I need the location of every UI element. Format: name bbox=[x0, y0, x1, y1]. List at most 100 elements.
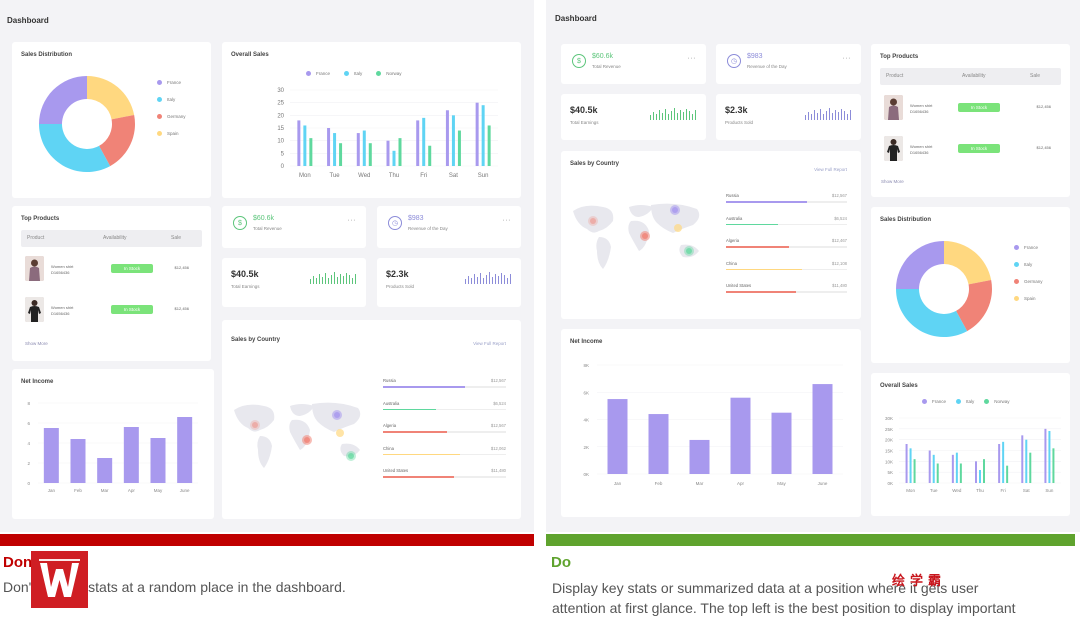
x-tick-label: Tue bbox=[930, 488, 938, 493]
country-row[interactable]: Russia $12,567 bbox=[726, 193, 847, 203]
country-value: $11,480 bbox=[491, 468, 506, 473]
table-row[interactable]: Women shirt D1656436 In Stock $12,456 bbox=[880, 136, 1061, 162]
italy-swatch bbox=[157, 97, 162, 102]
card-title: Sales Distribution bbox=[880, 217, 932, 223]
sparkline-bar bbox=[807, 112, 809, 120]
sparkline-bar bbox=[351, 278, 353, 284]
x-tick-label: Sat bbox=[449, 173, 458, 179]
sparkline-bar bbox=[843, 111, 845, 120]
legend-label: Norway bbox=[994, 399, 1010, 404]
bar-france-sun bbox=[1044, 428, 1047, 483]
bar-feb bbox=[648, 414, 669, 474]
table-row[interactable]: Women shirt D1656436 In Stock $12,456 bbox=[21, 256, 202, 282]
bar-italy-thu bbox=[979, 470, 981, 483]
country-name: China bbox=[383, 445, 394, 451]
bar-norway-wed bbox=[368, 143, 372, 166]
country-row[interactable]: Russia $12,567 bbox=[383, 378, 506, 388]
country-row[interactable]: United States $11,480 bbox=[383, 468, 506, 478]
bar-norway-thu bbox=[983, 459, 985, 483]
view-full-report-link[interactable]: View Full Report bbox=[473, 341, 506, 346]
country-value: $12,467 bbox=[831, 238, 847, 243]
country-progress-fill bbox=[383, 476, 455, 478]
country-name: Australia bbox=[383, 400, 400, 406]
product-sale: $12,456 bbox=[1036, 104, 1051, 109]
sales-by-country-card: Sales by Country View Full Report bbox=[561, 151, 861, 319]
stat-value: $60.6k bbox=[253, 215, 275, 222]
sparkline-bar bbox=[494, 274, 496, 284]
sparkline-bar bbox=[849, 110, 851, 120]
legend-label: France bbox=[316, 71, 331, 76]
y-tick-label: 10 bbox=[277, 139, 284, 145]
table-row[interactable]: Women shirt D1656436 In Stock $12,456 bbox=[21, 297, 202, 323]
stat-value: $40.5k bbox=[570, 105, 598, 115]
x-tick-label: May bbox=[777, 481, 786, 486]
sparkline-bar bbox=[846, 114, 848, 120]
germany-swatch bbox=[1014, 279, 1019, 284]
x-tick-label: Mon bbox=[906, 488, 915, 493]
sparkline-bar bbox=[354, 274, 356, 284]
bar-norway-fri bbox=[1006, 465, 1009, 483]
more-menu-button[interactable]: ··· bbox=[842, 55, 851, 62]
bar-italy-fri bbox=[422, 117, 426, 166]
france-swatch bbox=[922, 399, 927, 404]
x-tick-label: Jan bbox=[48, 488, 56, 493]
country-row[interactable]: Australia $6,524 bbox=[383, 400, 506, 410]
bar-norway-wed bbox=[959, 463, 962, 483]
donut-slice-germany bbox=[99, 115, 135, 167]
donut-slice-italy bbox=[39, 124, 111, 172]
more-menu-button[interactable]: ··· bbox=[502, 217, 511, 224]
legend-item-norway: Norway bbox=[376, 71, 402, 76]
country-row[interactable]: United States $11,480 bbox=[726, 283, 847, 293]
country-name: Algeria bbox=[383, 423, 397, 428]
show-more-link[interactable]: Show More bbox=[25, 341, 48, 346]
country-progress-fill bbox=[726, 201, 808, 203]
y-tick-label: 6 bbox=[27, 421, 30, 426]
bar-france-sat bbox=[445, 110, 449, 166]
italy-swatch bbox=[1014, 262, 1019, 267]
stat-value: $60.6k bbox=[592, 53, 614, 60]
dollar-icon: $ bbox=[572, 54, 586, 68]
bar-jan bbox=[607, 399, 628, 474]
card-title: Top Products bbox=[21, 216, 60, 222]
legend-item-italy: Italy bbox=[344, 71, 362, 76]
country-row[interactable]: China $12,108 bbox=[726, 261, 847, 270]
show-more-link[interactable]: Show More bbox=[881, 179, 904, 184]
header-product: Product bbox=[27, 235, 45, 241]
y-tick-label: 15 bbox=[277, 126, 284, 132]
total-revenue-card: $ $60.6k Total Revenue ··· bbox=[561, 44, 706, 84]
sparkline-bar bbox=[312, 276, 314, 284]
legend-item-italy: Italy bbox=[157, 97, 186, 102]
table-row[interactable]: Women shirt D1656436 In Stock $12,456 bbox=[880, 95, 1061, 121]
y-tick-label: 4 bbox=[27, 441, 30, 446]
country-row[interactable]: Algeria $12,567 bbox=[383, 423, 506, 433]
overall-sales-card: Overall Sales France Italy Norway 30K 25K… bbox=[871, 373, 1070, 516]
bar-france-sat bbox=[1021, 435, 1024, 483]
x-tick-label: Thu bbox=[976, 488, 984, 493]
y-tick-label: 8 bbox=[27, 401, 30, 406]
sparkline-bar bbox=[485, 275, 487, 284]
products-sold-card: $2.3k Products Sold bbox=[377, 258, 521, 307]
country-row[interactable]: Algeria $12,467 bbox=[726, 238, 847, 248]
country-value: $12,062 bbox=[490, 445, 506, 451]
x-tick-label: Mon bbox=[299, 173, 311, 179]
view-full-report-link[interactable]: View Full Report bbox=[814, 167, 847, 172]
france-swatch bbox=[306, 71, 311, 76]
bar-norway-mon bbox=[309, 138, 313, 166]
more-menu-button[interactable]: ··· bbox=[347, 217, 356, 224]
sparkline-bar bbox=[464, 279, 466, 284]
bar-france-mon bbox=[297, 120, 301, 166]
product-image bbox=[25, 297, 44, 322]
y-tick-label: 2 bbox=[27, 461, 30, 466]
donut-slice-spain bbox=[87, 76, 135, 120]
bar-norway-fri bbox=[428, 145, 432, 166]
legend-label: France bbox=[1024, 245, 1039, 250]
card-title: Sales by Country bbox=[231, 337, 281, 343]
bar-june bbox=[177, 417, 193, 483]
more-menu-button[interactable]: ··· bbox=[687, 55, 696, 62]
country-row[interactable]: Australia $6,524 bbox=[726, 216, 847, 225]
bar-france-wed bbox=[356, 133, 360, 166]
sparkline-bar bbox=[831, 113, 833, 120]
sparkline-bar bbox=[476, 277, 478, 284]
sparkline-bar bbox=[503, 275, 505, 284]
country-row[interactable]: China $12,062 bbox=[383, 445, 506, 455]
